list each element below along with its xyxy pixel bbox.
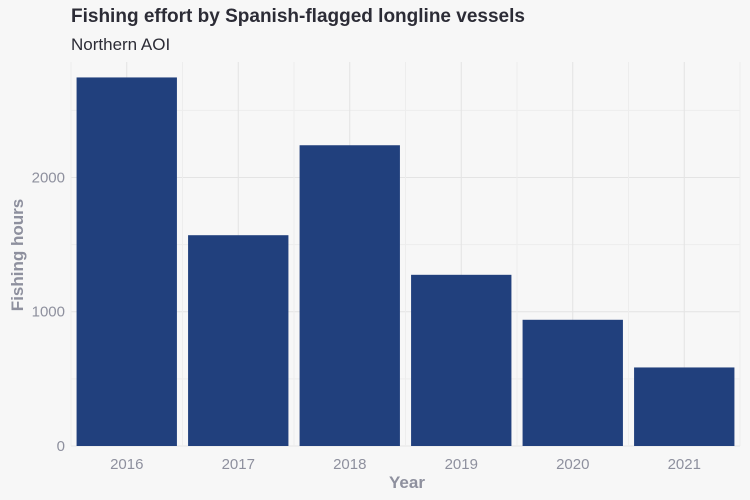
chart-subtitle: Northern AOI xyxy=(71,35,171,54)
chart-title: Fishing effort by Spanish-flagged longli… xyxy=(71,6,525,27)
bar-2016 xyxy=(76,77,177,447)
x-tick-label: 2019 xyxy=(445,456,478,473)
bar-2020 xyxy=(522,319,623,446)
x-axis-ticks: 2016 2017 2018 2019 2020 2021 xyxy=(110,456,701,473)
x-tick-label: 2018 xyxy=(333,456,366,473)
bar-2018 xyxy=(299,145,400,446)
y-tick-label: 1000 xyxy=(32,304,65,321)
x-tick-label: 2021 xyxy=(668,456,701,473)
y-tick-label: 0 xyxy=(57,438,65,455)
bar-2019 xyxy=(411,274,512,446)
y-tick-label: 2000 xyxy=(32,169,65,186)
y-axis-ticks: 0 1000 2000 xyxy=(32,169,65,455)
y-axis-title: Fishing hours xyxy=(8,199,27,311)
bar-layer xyxy=(76,77,735,447)
bar-2021 xyxy=(634,367,735,446)
x-tick-label: 2017 xyxy=(222,456,255,473)
x-tick-label: 2016 xyxy=(110,456,143,473)
x-tick-label: 2020 xyxy=(556,456,589,473)
bar-2017 xyxy=(188,235,289,446)
x-axis-title: Year xyxy=(389,473,425,492)
